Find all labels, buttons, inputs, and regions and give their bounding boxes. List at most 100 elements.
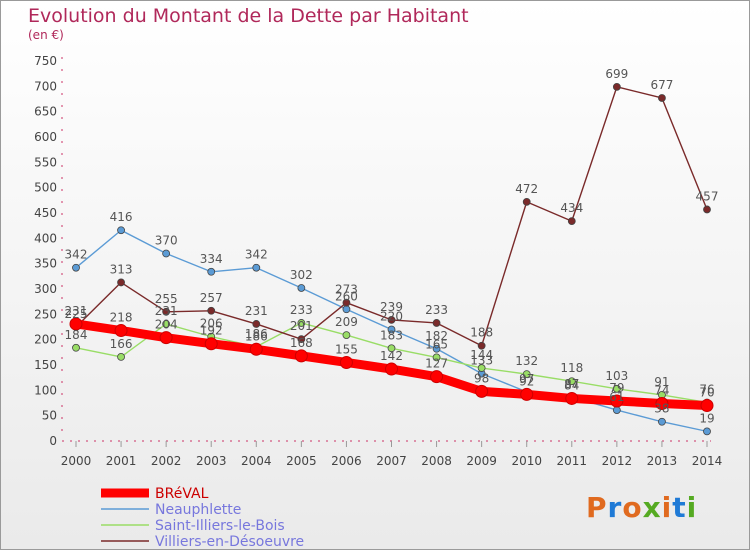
y-tick-label: 350 bbox=[34, 257, 57, 271]
data-label: 38 bbox=[654, 402, 669, 416]
data-labels: 231 218 204 192 186 168 155 142 127 98 92 84 79 74 70 3… bbox=[65, 67, 719, 426]
data-label: 79 bbox=[609, 381, 624, 395]
data-label: 220 bbox=[380, 310, 403, 324]
series-point-2 bbox=[72, 343, 80, 352]
data-label: 97 bbox=[519, 372, 534, 386]
data-label: 144 bbox=[470, 348, 493, 362]
series-point-2 bbox=[477, 364, 486, 372]
series-point-1 bbox=[658, 417, 666, 426]
series-point-3 bbox=[387, 316, 396, 324]
data-label: 370 bbox=[155, 234, 178, 248]
logo-letter: x bbox=[642, 491, 662, 524]
x-tick-label: 2008 bbox=[421, 454, 452, 468]
x-tick-label: 2003 bbox=[196, 454, 227, 468]
series-point-0 bbox=[385, 362, 398, 376]
legend-label-1: Neauphlette bbox=[155, 502, 241, 518]
series-point-0 bbox=[475, 384, 489, 398]
y-tick-label: 650 bbox=[34, 105, 57, 119]
series-point-3 bbox=[252, 320, 261, 328]
x-tick-label: 2006 bbox=[331, 454, 362, 468]
legend-label-0: BRéVAL bbox=[155, 486, 209, 502]
series-point-1 bbox=[703, 427, 711, 436]
data-label: 334 bbox=[200, 252, 223, 266]
x-tick-label: 2001 bbox=[106, 454, 137, 468]
proxiti-logo: Proxiti bbox=[586, 491, 697, 524]
data-label: 186 bbox=[245, 329, 268, 343]
series-point-2 bbox=[342, 331, 351, 340]
data-label: 209 bbox=[335, 315, 358, 329]
data-label: 302 bbox=[290, 268, 313, 282]
series-point-1 bbox=[117, 226, 125, 235]
x-tick-label: 2012 bbox=[602, 454, 633, 468]
series-point-1 bbox=[432, 344, 441, 353]
logo-letter: t bbox=[672, 491, 687, 524]
logo-letter: i bbox=[661, 491, 673, 524]
data-label: 183 bbox=[380, 328, 403, 342]
series-point-1 bbox=[342, 305, 351, 314]
series-point-3 bbox=[117, 278, 125, 287]
series-point-3 bbox=[522, 197, 531, 206]
x-tick-label: 2007 bbox=[376, 454, 407, 468]
data-label: 218 bbox=[110, 311, 133, 325]
chart-title: Evolution du Montant de la Dette par Hab… bbox=[28, 5, 469, 27]
data-label: 192 bbox=[200, 324, 223, 338]
data-label: 166 bbox=[110, 337, 133, 351]
axes: 0 50 100 150 200 250 300 350 400 450 500 550 600 650 7… bbox=[34, 54, 722, 468]
x-tick-label: 2004 bbox=[241, 454, 272, 468]
x-tick-label: 2010 bbox=[511, 454, 542, 468]
data-label: 155 bbox=[335, 342, 358, 356]
data-label: 434 bbox=[560, 201, 583, 215]
data-label: 133 bbox=[470, 354, 493, 368]
series-point-1 bbox=[207, 267, 216, 276]
data-label: 132 bbox=[515, 354, 538, 368]
y-tick-label: 450 bbox=[34, 206, 57, 220]
data-label: 74 bbox=[654, 384, 669, 398]
data-label: 165 bbox=[425, 337, 448, 351]
y-tick-label: 200 bbox=[34, 333, 57, 347]
series-point-2 bbox=[387, 344, 396, 353]
series-point-0 bbox=[204, 337, 218, 351]
data-label: 19 bbox=[699, 411, 714, 425]
logo-letter: r bbox=[607, 491, 623, 524]
logo-letter: P bbox=[586, 491, 608, 524]
data-label: 103 bbox=[605, 369, 628, 383]
y-tick-label: 100 bbox=[34, 383, 57, 397]
y-tick-label: 500 bbox=[34, 181, 57, 195]
data-label: 233 bbox=[425, 303, 448, 317]
data-label: 472 bbox=[515, 182, 538, 196]
data-label: 225 bbox=[65, 307, 88, 321]
legend-label-3: Villiers-en-Désoeuvre bbox=[155, 534, 304, 550]
data-label: 182 bbox=[425, 329, 448, 343]
data-label: 255 bbox=[155, 292, 178, 306]
data-label: 91 bbox=[654, 375, 669, 389]
series-point-0 bbox=[700, 399, 714, 413]
data-label: 61 bbox=[609, 390, 624, 404]
series-point-2 bbox=[567, 377, 576, 386]
series-point-3 bbox=[477, 341, 486, 350]
series-point-0 bbox=[249, 342, 263, 356]
series-point-1 bbox=[612, 406, 621, 414]
data-label: 118 bbox=[560, 361, 583, 375]
data-label: 416 bbox=[110, 210, 133, 224]
x-tick-label: 2011 bbox=[557, 454, 588, 468]
series-point-2 bbox=[162, 320, 171, 328]
data-label: 273 bbox=[335, 283, 358, 297]
y-tick-label: 0 bbox=[49, 434, 57, 448]
series-point-1 bbox=[162, 249, 171, 258]
series-point-0 bbox=[610, 394, 624, 408]
data-label: 260 bbox=[335, 289, 358, 303]
x-tick-label: 2002 bbox=[151, 454, 182, 468]
series-point-0 bbox=[69, 317, 83, 331]
data-label: 231 bbox=[245, 304, 268, 318]
series-point-3 bbox=[432, 319, 441, 327]
series-point-3 bbox=[342, 298, 351, 307]
series-lines bbox=[69, 82, 714, 436]
y-tick-label: 400 bbox=[34, 231, 57, 245]
data-label: 168 bbox=[290, 336, 313, 350]
data-label: 186 bbox=[245, 327, 268, 341]
data-label: 233 bbox=[290, 303, 313, 317]
series-point-0 bbox=[655, 397, 669, 411]
logo-letter: o bbox=[622, 491, 643, 524]
